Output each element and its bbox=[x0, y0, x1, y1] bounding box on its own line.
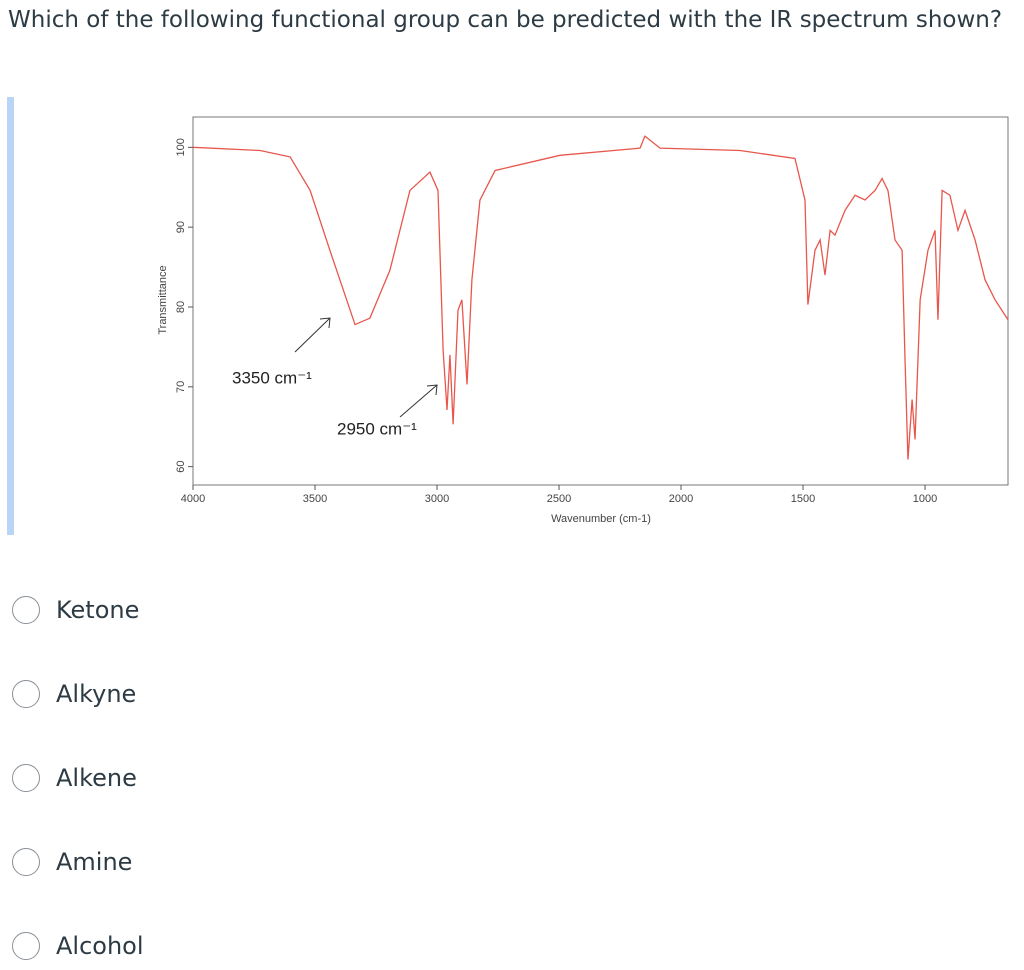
y-tick-label: 100 bbox=[175, 138, 187, 156]
arrow bbox=[399, 384, 438, 418]
radio-button[interactable] bbox=[12, 596, 40, 624]
arrow-head bbox=[426, 384, 438, 396]
plot-frame bbox=[192, 116, 1009, 486]
x-tick-label: 4000 bbox=[181, 493, 205, 505]
x-tick-label: 2500 bbox=[547, 493, 571, 505]
y-tick-label: 90 bbox=[175, 221, 187, 233]
question: Which of the following functional group … bbox=[8, 7, 1003, 33]
answer-option[interactable]: Amine bbox=[12, 846, 132, 878]
radio-button[interactable] bbox=[12, 848, 40, 876]
accent-bar bbox=[7, 97, 14, 535]
y-tick-label: 60 bbox=[175, 461, 187, 473]
radio-button[interactable] bbox=[12, 680, 40, 708]
x-tick-label: 3000 bbox=[425, 493, 449, 505]
option-label[interactable]: Alkyne bbox=[56, 680, 137, 708]
answer-option[interactable]: Alcohol bbox=[12, 930, 144, 962]
annotation: 2950 cm⁻¹ bbox=[337, 419, 417, 438]
x-tick-label: 2000 bbox=[669, 493, 693, 505]
x-tick-label: 3500 bbox=[303, 493, 327, 505]
y-tick-label: 80 bbox=[175, 301, 187, 313]
chart: 3350 cm⁻¹ 2950 cm⁻¹ Wavenumber (cm-1) Tr… bbox=[7, 97, 1009, 535]
answer-option[interactable]: Alkyne bbox=[12, 678, 136, 710]
arrow-head bbox=[319, 317, 331, 329]
spectrum-line bbox=[192, 135, 1009, 460]
radio-button[interactable] bbox=[12, 932, 40, 960]
arrow bbox=[294, 317, 331, 353]
option-label[interactable]: Amine bbox=[56, 848, 133, 876]
option-label[interactable]: Alkene bbox=[56, 764, 137, 792]
answer-option[interactable]: Alkene bbox=[12, 762, 137, 794]
annotation: 3350 cm⁻¹ bbox=[232, 368, 312, 387]
y-tick-label: 70 bbox=[175, 381, 187, 393]
x-tick-label: 1500 bbox=[791, 493, 815, 505]
radio-button[interactable] bbox=[12, 764, 40, 792]
x-axis-label: Wavenumber (cm-1) bbox=[551, 513, 651, 525]
option-label[interactable]: Ketone bbox=[56, 596, 140, 624]
answer-option[interactable]: Ketone bbox=[12, 594, 139, 626]
x-tick-label: 1000 bbox=[913, 493, 937, 505]
y-axis-label: Transmittance bbox=[157, 265, 169, 334]
option-label[interactable]: Alcohol bbox=[56, 932, 144, 960]
